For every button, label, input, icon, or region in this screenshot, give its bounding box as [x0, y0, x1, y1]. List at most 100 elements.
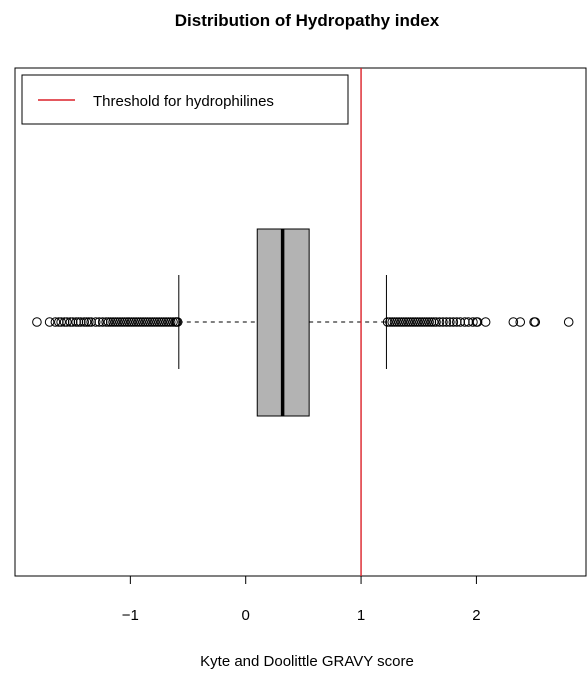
outlier-point-low: [54, 317, 64, 327]
outlier-point-high: [455, 317, 466, 327]
outlier-point-low: [81, 317, 92, 327]
outlier-point-low: [131, 317, 141, 327]
outlier-point-low: [126, 317, 137, 327]
outlier-point-high: [448, 317, 459, 327]
outlier-point-high: [410, 317, 421, 327]
x-axis-label: Kyte and Doolittle GRAVY score: [200, 653, 414, 670]
outlier-point-low: [135, 317, 146, 327]
outlier-point-low: [154, 317, 164, 327]
outlier-point-high: [398, 317, 409, 327]
outlier-point-low: [84, 317, 94, 327]
outlier-point-high: [445, 317, 455, 327]
legend-box: [21, 74, 349, 125]
outlier-point-high: [382, 317, 393, 327]
outlier-point-low: [71, 317, 81, 327]
outlier-point-high: [422, 317, 432, 327]
outlier-point-low: [156, 317, 167, 327]
outlier-point-high: [396, 317, 407, 327]
outlier-point-high: [438, 317, 448, 327]
outlier-point-high: [460, 317, 470, 327]
outlier-point-high: [415, 317, 425, 327]
boxplot: [32, 228, 574, 417]
x-axis: −1 0 1 2: [122, 576, 481, 624]
outlier-point-low: [138, 317, 148, 327]
outlier-point-low: [140, 317, 151, 327]
outlier-point-low: [67, 317, 78, 327]
outlier-point-high: [392, 317, 402, 327]
outlier-point-low: [94, 317, 105, 327]
outlier-point-low: [101, 317, 111, 327]
outlier-point-low: [165, 317, 176, 327]
outlier-point-low: [124, 317, 134, 327]
outlier-point-low: [90, 317, 101, 327]
outlier-point-low: [103, 317, 114, 327]
outlier-point-low: [133, 317, 144, 327]
outlier-point-low: [56, 317, 66, 327]
outlier-point-low: [108, 317, 118, 327]
legend: Threshold for hydrophilines: [21, 74, 349, 125]
plot-frame: [14, 67, 587, 577]
outlier-point-high: [424, 317, 434, 327]
outlier-point-low: [168, 317, 178, 327]
outlier-point-low: [86, 317, 96, 327]
chart-title: Distribution of Hydropathy index: [175, 11, 440, 30]
outlier-point-high: [441, 317, 452, 327]
outlier-point-high: [394, 317, 404, 327]
outlier-point-high: [463, 317, 474, 327]
outlier-point-low: [122, 317, 132, 327]
outlier-point-low: [105, 317, 116, 327]
outlier-point-low: [32, 317, 42, 327]
outlier-point-high: [385, 317, 395, 327]
outlier-point-low: [79, 317, 90, 327]
outlier-point-low: [152, 317, 162, 327]
outlier-point-low: [163, 317, 174, 327]
outlier-point-low: [59, 317, 70, 327]
outlier-point-high: [431, 317, 441, 327]
outlier-point-low: [117, 317, 128, 327]
outlier-point-low: [145, 317, 155, 327]
outlier-point-high: [417, 317, 427, 327]
outlier-point-high: [515, 317, 526, 327]
outlier-point-low: [142, 317, 153, 327]
legend-label-threshold: Threshold for hydrophilines: [93, 93, 274, 110]
outlier-point-low: [147, 317, 158, 327]
outlier-point-low: [97, 317, 108, 327]
outlier-point-low: [50, 317, 61, 327]
x-tick-label: 2: [472, 607, 480, 624]
outlier-point-high: [403, 317, 414, 327]
outlier-point-high: [405, 317, 416, 327]
outlier-point-low: [149, 317, 160, 327]
outlier-point-high: [389, 317, 400, 327]
outlier-point-low: [73, 317, 84, 327]
outlier-point-low: [172, 317, 183, 327]
outlier-point-low: [119, 317, 130, 327]
outlier-point-low: [44, 317, 55, 327]
outlier-point-low: [65, 317, 76, 327]
outlier-point-low: [129, 317, 139, 327]
outlier-point-low: [112, 317, 123, 327]
outlier-point-high: [428, 317, 439, 327]
outlier-point-high: [401, 317, 411, 327]
outlier-point-high: [408, 317, 418, 327]
outlier-point-low: [159, 317, 169, 327]
outlier-point-high: [563, 317, 574, 327]
outlier-point-high: [472, 317, 483, 327]
outlier-point-low: [75, 317, 86, 327]
outlier-point-low: [115, 317, 125, 327]
outlier-point-high: [387, 317, 398, 327]
outlier-point-high: [412, 317, 423, 327]
outlier-point-high: [508, 317, 519, 327]
outlier-point-low: [62, 317, 72, 327]
outlier-point-high: [530, 317, 541, 327]
outlier-point-high: [480, 317, 491, 327]
outlier-point-high: [468, 317, 478, 327]
x-tick-label: 1: [357, 607, 365, 624]
x-tick-label: −1: [122, 607, 139, 624]
x-tick-label: 0: [242, 607, 250, 624]
outlier-point-high: [419, 317, 430, 327]
outlier-point-high: [426, 317, 437, 327]
outlier-point-low: [110, 317, 121, 327]
outlier-point-high: [452, 317, 462, 327]
outlier-point-low: [161, 317, 171, 327]
